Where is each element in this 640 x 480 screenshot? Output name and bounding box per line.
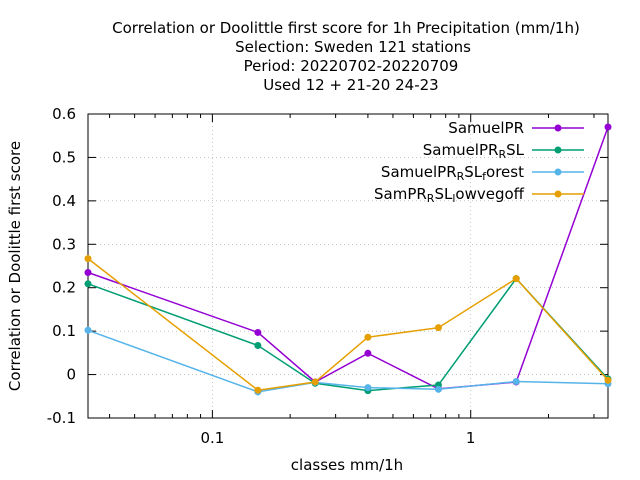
x-tick-label: 1 (466, 429, 476, 447)
data-point (84, 269, 92, 277)
data-point (434, 385, 442, 393)
grid (88, 113, 608, 419)
data-point (254, 341, 262, 349)
y-axis-label: Correlation or Doolittle first score (6, 141, 24, 391)
legend-entry: SamuelPRRSL (423, 141, 584, 161)
legend-entry: SamPRRSLlowvegoff (374, 185, 584, 205)
legend: SamuelPR SamuelPRRSLSamuelPRRSLforestSamP… (374, 119, 584, 205)
legend-swatch-point (554, 146, 562, 154)
y-tick-label: 0.4 (52, 192, 76, 210)
data-point (434, 324, 442, 332)
legend-label: SamuelPRRSLforest (381, 163, 524, 183)
title-line-3: Period: 20220702-20220709 (244, 57, 459, 75)
legend-label: SamPRRSLlowvegoff (374, 185, 525, 205)
y-tick-label: 0.6 (52, 105, 76, 123)
data-point (311, 378, 319, 386)
data-point (512, 275, 520, 283)
data-point (254, 386, 262, 394)
x-axis-label: classes mm/1h (291, 456, 403, 474)
x-tick-label: 0.1 (200, 429, 224, 447)
legend-entry: SamuelPRRSLforest (381, 163, 584, 183)
series-line (87, 126, 609, 390)
data-point (364, 349, 372, 357)
series-SamuelPR (84, 123, 612, 393)
data-point (254, 328, 262, 336)
legend-swatch-point (554, 124, 562, 132)
y-tick-label: 0.5 (52, 148, 76, 166)
series-line (87, 258, 609, 391)
y-tick-label: 0.3 (52, 235, 76, 253)
axis-ticks: -0.1 0 0.1 0.2 0.3 0.4 0.5 0.6 0.1 1 (47, 105, 608, 447)
title-line-2: Selection: Sweden 121 stations (235, 38, 471, 56)
legend-label: SamuelPRRSL (423, 141, 525, 161)
y-tick-label: 0.2 (52, 279, 76, 297)
legend-swatch-point (554, 190, 562, 198)
series-line (87, 329, 609, 393)
y-tick-label: -0.1 (47, 409, 76, 427)
title-line-4: Used 12 + 21-20 24-23 (263, 76, 438, 94)
data-point (84, 280, 92, 288)
title-line-1: Correlation or Doolittle first score for… (112, 19, 580, 37)
legend-label: SamuelPR (448, 119, 524, 137)
data-point (84, 255, 92, 263)
series-SamPR_RSL_lowvegoff (84, 255, 612, 394)
legend-swatch-point (554, 168, 562, 176)
data-point (604, 376, 612, 384)
series-layer (84, 123, 612, 396)
data-point (84, 326, 92, 334)
data-point (604, 123, 612, 131)
y-tick-label: 0.1 (52, 322, 76, 340)
data-point (364, 384, 372, 392)
plot-border (87, 113, 609, 419)
data-point (512, 378, 520, 386)
data-point (364, 333, 372, 341)
legend-entry: SamuelPR (448, 119, 584, 137)
series-SamuelPR_RSL (84, 275, 612, 395)
y-tick-label: 0 (66, 366, 76, 384)
series-line (87, 277, 609, 392)
chart-title: Correlation or Doolittle first score for… (112, 19, 580, 94)
